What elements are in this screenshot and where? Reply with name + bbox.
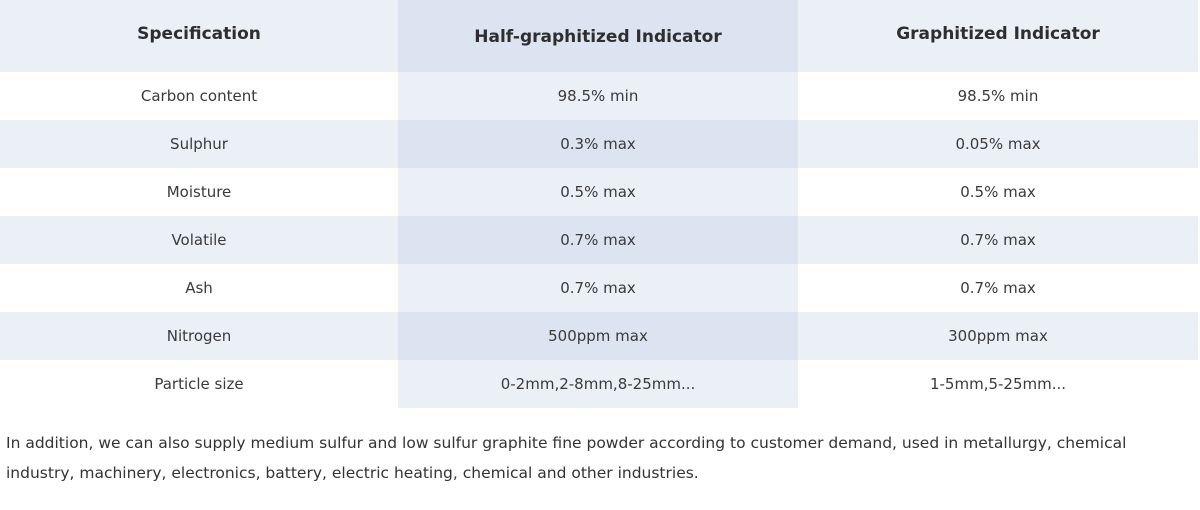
- row-label: Sulphur: [0, 120, 398, 168]
- row-label: Moisture: [0, 168, 398, 216]
- half-graphitized-value: 0.7% max: [398, 264, 798, 312]
- table-row: Ash 0.7% max 0.7% max: [0, 264, 1198, 312]
- table-header-row: Specification Half-graphitized Indicator…: [0, 0, 1198, 72]
- header-graphitized: Graphitized Indicator: [798, 0, 1198, 72]
- graphitized-value: 300ppm max: [798, 312, 1198, 360]
- half-graphitized-value: 0-2mm,2-8mm,8-25mm...: [398, 360, 798, 408]
- table-row: Moisture 0.5% max 0.5% max: [0, 168, 1198, 216]
- table-row: Sulphur 0.3% max 0.05% max: [0, 120, 1198, 168]
- graphitized-value: 0.7% max: [798, 264, 1198, 312]
- graphitized-value: 0.05% max: [798, 120, 1198, 168]
- specification-table: Specification Half-graphitized Indicator…: [0, 0, 1198, 408]
- row-label: Particle size: [0, 360, 398, 408]
- header-specification: Specification: [0, 0, 398, 72]
- graphitized-value: 0.7% max: [798, 216, 1198, 264]
- additional-info-paragraph: In addition, we can also supply medium s…: [6, 434, 1127, 482]
- table-row: Particle size 0-2mm,2-8mm,8-25mm... 1-5m…: [0, 360, 1198, 408]
- row-label: Ash: [0, 264, 398, 312]
- half-graphitized-value: 0.7% max: [398, 216, 798, 264]
- graphitized-value: 0.5% max: [798, 168, 1198, 216]
- row-label: Volatile: [0, 216, 398, 264]
- row-label: Nitrogen: [0, 312, 398, 360]
- half-graphitized-value: 0.3% max: [398, 120, 798, 168]
- half-graphitized-value: 98.5% min: [398, 72, 798, 120]
- table-row: Nitrogen 500ppm max 300ppm max: [0, 312, 1198, 360]
- half-graphitized-value: 0.5% max: [398, 168, 798, 216]
- table-row: Volatile 0.7% max 0.7% max: [0, 216, 1198, 264]
- graphitized-value: 98.5% min: [798, 72, 1198, 120]
- header-half-graphitized: Half-graphitized Indicator: [398, 0, 798, 72]
- half-graphitized-value: 500ppm max: [398, 312, 798, 360]
- table-row: Carbon content 98.5% min 98.5% min: [0, 72, 1198, 120]
- graphitized-value: 1-5mm,5-25mm...: [798, 360, 1198, 408]
- row-label: Carbon content: [0, 72, 398, 120]
